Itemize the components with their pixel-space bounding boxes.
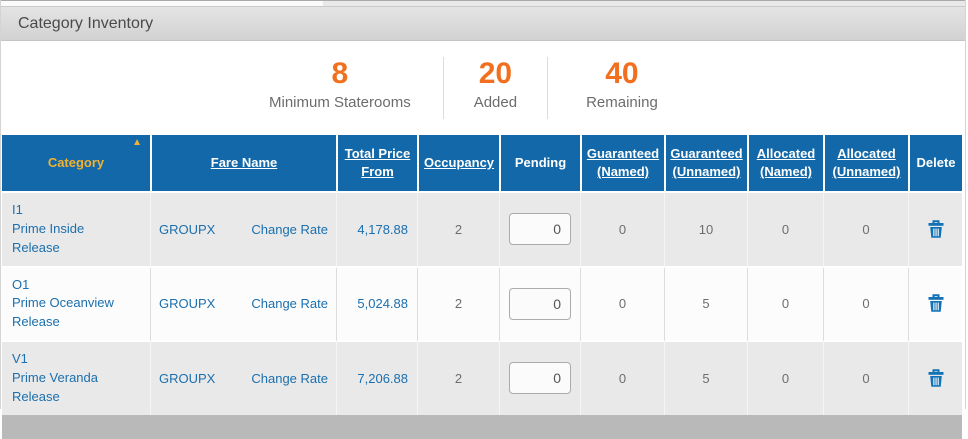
total-price-cell: 5,024.88 (336, 267, 417, 343)
pending-input[interactable] (509, 213, 571, 246)
stat-remaining: 40 Remaining (548, 57, 658, 111)
guaranteed-unnamed-cell: 10 (664, 193, 747, 268)
stat-divider (547, 57, 549, 119)
allocated-named-cell: 0 (747, 267, 823, 343)
guaranteed-named-cell: 0 (580, 193, 664, 268)
delete-row-button[interactable] (923, 290, 949, 316)
trash-icon (928, 369, 943, 387)
fare-name-cell: GROUPX Change Rate (150, 193, 336, 268)
change-rate-link[interactable]: Change Rate (251, 370, 328, 386)
summary-stats: 8 Minimum Staterooms 20 Added 40 Remaini… (1, 41, 965, 135)
stat-remaining-label: Remaining (586, 94, 658, 111)
category-code: V1 (12, 351, 28, 367)
column-header-category[interactable]: ▲ Category (2, 135, 150, 193)
stat-divider (442, 57, 444, 119)
guaranteed-unnamed-cell: 5 (664, 267, 747, 343)
fare-name-cell: GROUPX Change Rate (150, 267, 336, 343)
category-name: Prime Veranda Release (12, 369, 98, 404)
sort-ascending-icon: ▲ (132, 137, 142, 148)
column-header-total-price-from[interactable]: Total Price From (336, 135, 417, 193)
table-row: V1 Prime Veranda Release GROUPX Change R… (2, 342, 962, 415)
fare-code-link[interactable]: GROUPX (159, 296, 216, 312)
fare-name-cell: GROUPX Change Rate (150, 342, 336, 415)
category-name: Prime Inside Release (12, 220, 85, 255)
occupancy-cell: 2 (417, 342, 499, 415)
stat-added: 20 Added (444, 57, 547, 111)
guaranteed-named-cell: 0 (580, 267, 664, 343)
guaranteed-unnamed-cell: 5 (664, 342, 747, 415)
delete-row-button[interactable] (923, 365, 949, 391)
top-edge-strip-left-segment (1, 1, 323, 6)
fare-code-link[interactable]: GROUPX (159, 221, 216, 237)
pending-input[interactable] (509, 287, 571, 320)
column-header-pending: Pending (499, 135, 580, 193)
top-edge-strip (1, 0, 965, 6)
delete-cell (908, 342, 962, 415)
delete-row-button[interactable] (923, 216, 949, 242)
stat-added-value: 20 (478, 57, 513, 90)
allocated-unnamed-cell: 0 (823, 342, 908, 415)
panel-title-bar: Category Inventory (1, 6, 965, 41)
pending-input[interactable] (509, 362, 571, 395)
allocated-unnamed-cell: 0 (823, 193, 908, 268)
table-row: I1 Prime Inside Release GROUPX Change Ra… (2, 193, 962, 268)
fare-code-link[interactable]: GROUPX (159, 370, 216, 386)
change-rate-link[interactable]: Change Rate (251, 296, 328, 312)
delete-cell (908, 193, 962, 268)
category-cell[interactable]: V1 Prime Veranda Release (2, 342, 150, 415)
stat-minimum-staterooms-value: 8 (331, 57, 349, 90)
category-inventory-table: ▲ Category Fare Name Total Price From Oc… (2, 135, 962, 415)
column-header-delete: Delete (908, 135, 962, 193)
column-header-category-label: Category (47, 155, 105, 171)
category-cell[interactable]: I1 Prime Inside Release (2, 193, 150, 268)
column-header-allocated-unnamed[interactable]: Allocated (Unnamed) (823, 135, 908, 193)
pending-cell (499, 267, 580, 343)
change-rate-link[interactable]: Change Rate (251, 221, 328, 237)
category-code: O1 (12, 276, 30, 292)
guaranteed-named-cell: 0 (580, 342, 664, 415)
pending-cell (499, 193, 580, 268)
allocated-named-cell: 0 (747, 342, 823, 415)
stat-minimum-staterooms-label: Minimum Staterooms (269, 94, 411, 111)
total-price-cell: 7,206.88 (336, 342, 417, 415)
occupancy-cell: 2 (417, 267, 499, 343)
trash-icon (928, 219, 943, 238)
column-header-occupancy[interactable]: Occupancy (417, 135, 499, 193)
page-title: Category Inventory (18, 14, 154, 32)
table-footer-bar (2, 414, 962, 439)
table-header-row: ▲ Category Fare Name Total Price From Oc… (2, 135, 962, 193)
column-header-guaranteed-unnamed[interactable]: Guaranteed (Unnamed) (664, 135, 747, 193)
allocated-named-cell: 0 (747, 193, 823, 268)
occupancy-cell: 2 (417, 193, 499, 268)
column-header-fare-name[interactable]: Fare Name (150, 135, 336, 193)
total-price-cell: 4,178.88 (336, 193, 417, 268)
column-header-guaranteed-named[interactable]: Guaranteed (Named) (580, 135, 664, 193)
column-header-allocated-named[interactable]: Allocated (Named) (747, 135, 823, 193)
category-code: I1 (12, 202, 23, 217)
stat-added-label: Added (473, 94, 518, 111)
trash-icon (928, 294, 943, 313)
table-row: O1 Prime Oceanview Release GROUPX Change… (2, 267, 962, 343)
stat-remaining-value: 40 (605, 57, 639, 90)
pending-cell (499, 342, 580, 415)
allocated-unnamed-cell: 0 (823, 267, 908, 343)
category-name: Prime Oceanview Release (12, 295, 114, 330)
stat-minimum-staterooms: 8 Minimum Staterooms (269, 57, 443, 111)
category-cell[interactable]: O1 Prime Oceanview Release (2, 267, 150, 343)
delete-cell (908, 267, 962, 343)
